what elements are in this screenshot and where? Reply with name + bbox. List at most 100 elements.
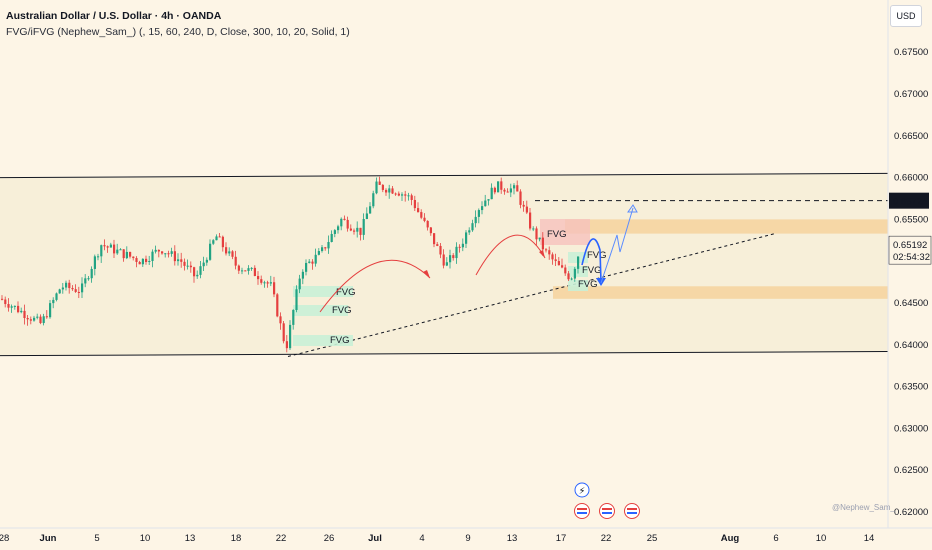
candle-body [365, 213, 368, 220]
candle-body [250, 267, 253, 269]
projection-path[interactable] [600, 207, 634, 284]
currency-button[interactable]: USD [890, 5, 922, 27]
candle-body [215, 236, 218, 241]
candle-body [279, 316, 282, 324]
candle-body [340, 218, 343, 227]
candle-body [490, 187, 493, 200]
candle-body [561, 265, 564, 268]
time-tick-label: 10 [140, 533, 151, 544]
candle-body [180, 259, 183, 262]
lightning-icon[interactable] [574, 482, 590, 498]
candle-body [186, 265, 189, 267]
candle-body [468, 230, 471, 233]
resistance-price-tag [889, 192, 929, 209]
candle-body [97, 256, 100, 258]
us-flag-icon[interactable] [599, 503, 615, 519]
projection-arrowhead [627, 204, 638, 213]
red-arc-arrowhead [539, 250, 545, 258]
candle-body [455, 246, 458, 259]
us-flag-icon[interactable] [624, 503, 640, 519]
channel-lower-line[interactable] [0, 350, 889, 357]
candle-body [487, 199, 490, 201]
candle-body [122, 249, 125, 259]
fvg-label: FVG [336, 287, 356, 298]
candle-body [55, 293, 58, 300]
candle-body [385, 189, 388, 193]
indicator-label[interactable]: FVG/iFVG (Nephew_Sam_) (, 15, 60, 240, D… [6, 26, 350, 38]
candle-body [503, 189, 506, 192]
time-tick-label: 13 [507, 533, 518, 544]
candle-body [13, 305, 16, 307]
candle-body [493, 187, 496, 193]
zone-rect-0[interactable] [565, 219, 888, 234]
candle-body [244, 270, 247, 272]
candle-body [321, 247, 324, 252]
candle-body [305, 262, 308, 272]
candle-body [151, 251, 154, 261]
candle-body [423, 217, 426, 221]
candle-body [276, 294, 279, 317]
chart-title: Australian Dollar / U.S. Dollar · 4h · O… [6, 10, 222, 22]
candle-body [497, 181, 500, 193]
candle-body [420, 212, 423, 218]
candle-body [449, 255, 452, 263]
candle-body [20, 310, 23, 313]
candle-body [4, 299, 7, 305]
channel-upper-line[interactable] [0, 172, 889, 179]
candle-body [401, 194, 404, 196]
candle-body [516, 185, 519, 192]
candle-body [343, 218, 346, 220]
candle-body [337, 226, 340, 231]
red-arc-arrowhead [423, 270, 430, 278]
candle-body [397, 193, 400, 196]
price-tick-label: 0.65500 [894, 214, 928, 225]
candle-body [157, 249, 160, 252]
candle-body [282, 323, 285, 342]
candle-body [481, 206, 484, 211]
candle-body [74, 289, 77, 292]
candle-body [535, 228, 538, 240]
candle-body [381, 184, 384, 190]
candle-body [298, 278, 301, 290]
fvg-label: FVG [547, 229, 567, 240]
candle-body [375, 181, 378, 194]
time-tick-label: 25 [647, 533, 658, 544]
candle-body [237, 265, 240, 271]
candle-body [417, 208, 420, 213]
price-tick-label: 0.66000 [894, 173, 928, 184]
candle-body [193, 267, 196, 277]
candle-body [500, 181, 503, 190]
projection-path-bold[interactable] [581, 238, 602, 283]
red-arc-annotation[interactable] [319, 259, 431, 313]
candle-body [209, 243, 212, 260]
us-flag-icon[interactable] [574, 503, 590, 519]
candle-body [29, 319, 32, 321]
candle-body [324, 247, 327, 249]
candle-body [429, 227, 432, 234]
candle-body [234, 256, 237, 266]
candle-body [474, 216, 477, 224]
candle-body [129, 251, 132, 257]
candle-body [452, 255, 455, 259]
candle-body [49, 303, 52, 318]
candle-body [548, 250, 551, 255]
time-tick-label: Aug [721, 533, 740, 544]
candle-body [362, 219, 365, 235]
time-tick-label: 28 [0, 533, 9, 544]
candle-body [295, 289, 298, 311]
red-arc-annotation[interactable] [475, 234, 546, 276]
candle-body [317, 251, 320, 255]
candle-body [212, 240, 215, 244]
candle-body [353, 230, 356, 232]
candle-body [308, 261, 311, 263]
time-tick-label: Jun [40, 533, 57, 544]
zone-rect-1[interactable] [553, 286, 888, 299]
candle-body [410, 195, 413, 200]
candle-body [135, 258, 138, 262]
candle-body [557, 261, 560, 266]
candle-body [39, 316, 42, 324]
time-tick-label: 10 [816, 533, 827, 544]
candle-body [167, 253, 170, 255]
candle-body [145, 258, 148, 262]
